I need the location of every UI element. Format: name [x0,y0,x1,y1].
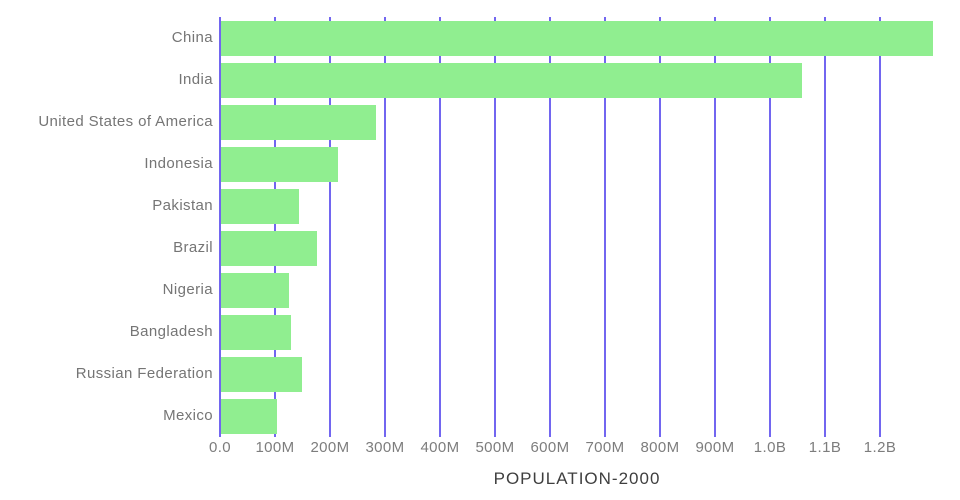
bar-indonesia [221,146,338,182]
y-label-united-states-of-america: United States of America [38,113,213,130]
y-label-pakistan: Pakistan [152,197,213,214]
bar-india [221,62,803,98]
bar-bangladesh [221,314,292,350]
y-label-nigeria: Nigeria [162,281,213,298]
gridline-600m [549,17,551,437]
bar-mexico [221,398,277,434]
y-label-bangladesh: Bangladesh [129,323,213,340]
x-tick-label-900m: 900M [695,439,735,456]
gridline-900m [714,17,716,437]
x-tick-label-400m: 400M [420,439,460,456]
bar-united-states-of-america [221,104,377,140]
gridline-300m [384,17,386,437]
gridline-400m [439,17,441,437]
gridline-1000m [769,17,771,437]
x-tick-label-0-0: 0.0 [208,439,232,456]
bar-pakistan [221,188,300,224]
gridline-1100m [824,17,826,437]
gridline-1200m [879,17,881,437]
y-label-indonesia: Indonesia [144,155,213,172]
gridline-100m [274,17,276,437]
bar-russian-federation [221,356,303,392]
x-tick-label-1-2b: 1.2B [863,439,897,456]
bar-china [221,20,934,56]
y-label-mexico: Mexico [163,407,213,424]
y-label-russian-federation: Russian Federation [75,365,213,382]
gridline-500m [494,17,496,437]
x-tick-label-1-0b: 1.0B [753,439,787,456]
x-tick-label-800m: 800M [640,439,680,456]
y-label-india: India [178,71,213,88]
chart-title: POPULATION-2000 [493,469,661,488]
gridline-800m [659,17,661,437]
y-label-china: China [171,29,213,46]
y-label-brazil: Brazil [173,239,213,256]
x-tick-label-100m: 100M [255,439,295,456]
bar-brazil [221,230,318,266]
gridline-700m [604,17,606,437]
x-tick-label-1-1b: 1.1B [808,439,842,456]
x-tick-label-200m: 200M [310,439,350,456]
gridline-0m [219,17,221,437]
x-tick-label-700m: 700M [585,439,625,456]
x-tick-label-300m: 300M [365,439,405,456]
x-tick-label-500m: 500M [475,439,515,456]
bar-nigeria [221,272,289,308]
x-tick-label-600m: 600M [530,439,570,456]
gridline-200m [329,17,331,437]
